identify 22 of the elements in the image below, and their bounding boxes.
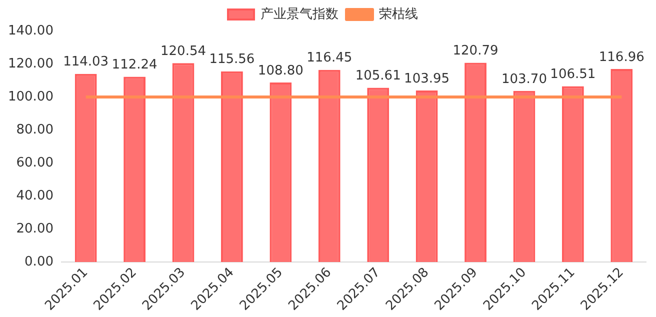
data-label: 105.61 — [355, 68, 401, 84]
data-label: 103.70 — [501, 72, 547, 87]
legend-label: 荣枯线 — [379, 6, 418, 22]
y-tick-label: 0.00 — [24, 254, 54, 270]
data-label: 106.51 — [550, 67, 596, 82]
y-tick-label: 100.00 — [8, 89, 54, 104]
data-label: 103.95 — [404, 71, 450, 86]
data-label: 112.24 — [112, 58, 158, 73]
y-tick-label: 40.00 — [16, 188, 54, 204]
data-label: 115.56 — [209, 52, 255, 68]
y-tick-label: 140.00 — [8, 23, 54, 38]
y-tick-label: 120.00 — [8, 56, 54, 72]
data-label: 120.79 — [452, 44, 498, 59]
data-label: 116.96 — [598, 50, 644, 65]
data-label: 116.45 — [306, 50, 352, 66]
data-label: 108.80 — [258, 63, 304, 78]
y-tick-label: 20.00 — [16, 221, 54, 236]
data-label: 114.03 — [63, 54, 109, 70]
y-tick-label: 60.00 — [16, 155, 54, 170]
y-tick-label: 80.00 — [16, 122, 54, 138]
legend-label: 产业景气指数 — [260, 6, 338, 22]
data-label: 120.54 — [160, 44, 206, 59]
